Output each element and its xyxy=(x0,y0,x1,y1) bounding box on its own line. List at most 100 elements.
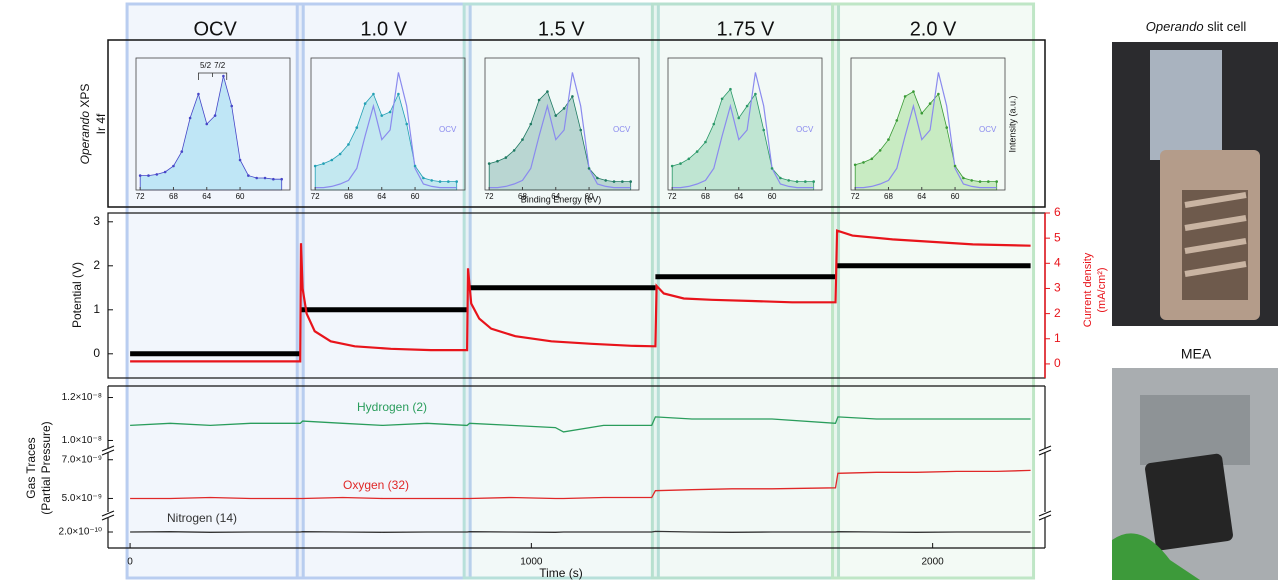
stage-band xyxy=(125,2,305,580)
spectrum-point xyxy=(413,164,417,168)
current-line xyxy=(130,229,1031,363)
x-tick-label: 64 xyxy=(377,192,386,201)
spectrum-point xyxy=(222,74,225,78)
spectrum-point xyxy=(912,90,915,93)
y2-tick-label: 6 xyxy=(1054,205,1061,219)
spectrum-point xyxy=(629,180,632,183)
spectrum-point xyxy=(263,176,267,180)
y2-axis-label: Current density xyxy=(1082,252,1094,327)
spectrum-point xyxy=(687,157,691,161)
xps-frame xyxy=(107,39,1046,208)
annotation: 7/2 xyxy=(214,61,226,70)
y2-axis-label: Intensity (a.u.) xyxy=(1007,95,1017,152)
y2-tick-label: 2 xyxy=(1054,306,1061,320)
spectrum-point xyxy=(737,116,741,120)
spectrum-point xyxy=(612,180,616,183)
photo-title: Operando slit cell xyxy=(1146,19,1247,34)
spectrum-point xyxy=(529,122,533,126)
spectrum-point xyxy=(787,179,791,182)
x-tick-label: 64 xyxy=(917,192,926,201)
x-tick-label: 68 xyxy=(169,192,178,201)
x-tick-label: 60 xyxy=(411,192,420,201)
spectrum-point xyxy=(754,92,757,96)
spectrum-point xyxy=(670,164,674,168)
spectrum-point xyxy=(945,126,949,129)
x-tick-label: 0 xyxy=(127,557,133,568)
panel-frame xyxy=(850,57,1006,191)
gas-trace xyxy=(130,469,1031,500)
spectrum-point xyxy=(272,177,275,181)
x-tick-label: 60 xyxy=(951,192,960,201)
photo-slot xyxy=(1184,215,1247,231)
spectrum-point xyxy=(405,122,409,126)
reference-line xyxy=(855,72,997,189)
stage-label: 1.75 V xyxy=(717,18,775,40)
x-tick-label: 68 xyxy=(344,192,353,201)
x-tick-label: 72 xyxy=(668,192,677,201)
spectrum-point xyxy=(147,174,150,177)
x-tick-label: 72 xyxy=(851,192,860,201)
italic-part: Operando xyxy=(1146,19,1204,34)
spectrum-point xyxy=(247,174,250,177)
x-tick-label: 64 xyxy=(202,192,211,201)
reference-label: OCV xyxy=(613,125,631,134)
spectrum-point xyxy=(438,180,442,183)
spectrum-point xyxy=(338,152,342,156)
photo-slot xyxy=(1184,192,1247,208)
reference-line xyxy=(315,72,457,189)
spectrum-point xyxy=(330,158,334,162)
spectrum-point xyxy=(422,176,425,180)
y-axis-label: Ir 4f xyxy=(94,113,108,134)
text-part: slit cell xyxy=(1207,19,1246,34)
spectrum-point xyxy=(521,138,524,141)
stage-label: 1.5 V xyxy=(538,18,585,40)
spectrum-point xyxy=(163,170,167,174)
spectrum-point xyxy=(887,138,890,141)
spectrum-point xyxy=(347,143,350,146)
panel-frame xyxy=(667,57,823,191)
spectrum-point xyxy=(953,164,957,168)
spectrum-point xyxy=(903,95,907,98)
axis-break xyxy=(1038,445,1052,456)
y-tick-label: 2.0×10⁻¹⁰ xyxy=(59,527,102,538)
x-tick-label: 1000 xyxy=(520,557,543,568)
spectrum-point xyxy=(504,156,508,159)
spectrum-point xyxy=(779,176,782,180)
y2-tick-label: 1 xyxy=(1054,331,1061,345)
spectrum-point xyxy=(604,179,608,182)
y2-tick-label: 5 xyxy=(1054,230,1061,244)
bracket xyxy=(198,72,228,80)
photo-slot xyxy=(1184,261,1247,277)
spectrum-point xyxy=(762,128,766,132)
spectrum-point xyxy=(895,119,899,122)
x-tick-label: 68 xyxy=(701,192,710,201)
stage-band xyxy=(831,2,1036,580)
photo-block xyxy=(1150,50,1222,160)
x-tick-label: 60 xyxy=(236,192,245,201)
axis-break xyxy=(101,510,115,521)
y2-tick-label: 3 xyxy=(1054,281,1061,295)
spectrum-point xyxy=(172,164,175,168)
y-axis-label: Gas Traces xyxy=(24,437,38,498)
stage-bands xyxy=(125,2,1036,580)
reference-line xyxy=(672,72,814,189)
spectrum-point xyxy=(587,167,591,170)
spectrum-point xyxy=(487,162,491,165)
gas-trace xyxy=(130,530,1031,533)
x-tick-label: 68 xyxy=(884,192,893,201)
y-tick-label: 3 xyxy=(93,214,100,228)
slit-cell-photo xyxy=(1112,42,1278,326)
series-label: Hydrogen (2) xyxy=(357,400,427,414)
y2-tick-label: 0 xyxy=(1054,356,1061,370)
spectrum-point xyxy=(512,149,516,152)
spectrum-point xyxy=(355,126,359,129)
reference-label: OCV xyxy=(439,125,457,134)
reference-label: OCV xyxy=(796,125,814,134)
spectrum-point xyxy=(322,162,325,165)
spectrum-point xyxy=(537,98,541,102)
spectrum-point xyxy=(596,176,599,180)
spectrum-point xyxy=(928,102,932,105)
spectrum-point xyxy=(455,180,458,183)
spectrum-point xyxy=(621,180,624,183)
x-tick-label: 60 xyxy=(585,192,594,201)
